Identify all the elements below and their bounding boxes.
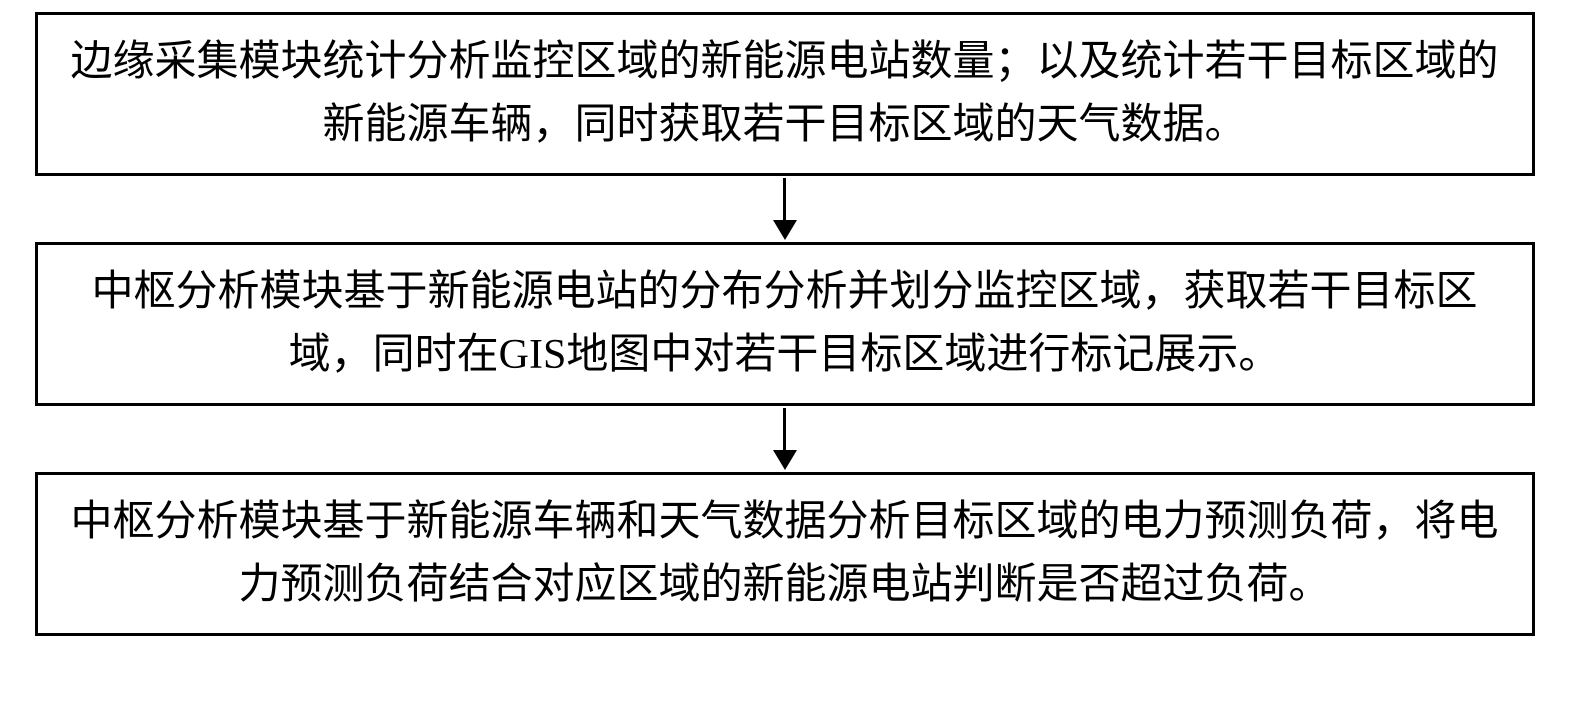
step-1-text: 边缘采集模块统计分析监控区域的新能源电站数量；以及统计若干目标区域的新能源车辆，… xyxy=(70,39,1498,148)
arrow-head-icon xyxy=(773,220,797,240)
step-3-text: 中枢分析模块基于新能源车辆和天气数据分析目标区域的电力预测负荷，将电力预测负荷结… xyxy=(70,499,1498,608)
flowchart-step-1: 边缘采集模块统计分析监控区域的新能源电站数量；以及统计若干目标区域的新能源车辆，… xyxy=(35,12,1535,176)
flowchart-step-3: 中枢分析模块基于新能源车辆和天气数据分析目标区域的电力预测负荷，将电力预测负荷结… xyxy=(35,472,1535,636)
arrow-1 xyxy=(773,176,797,242)
flowchart-step-2: 中枢分析模块基于新能源电站的分布分析并划分监控区域，获取若干目标区域，同时在GI… xyxy=(35,242,1535,406)
arrow-head-icon xyxy=(773,450,797,470)
arrow-2 xyxy=(773,406,797,472)
arrow-line-icon xyxy=(783,178,786,220)
arrow-line-icon xyxy=(783,408,786,450)
step-2-text: 中枢分析模块基于新能源电站的分布分析并划分监控区域，获取若干目标区域，同时在GI… xyxy=(91,269,1477,378)
